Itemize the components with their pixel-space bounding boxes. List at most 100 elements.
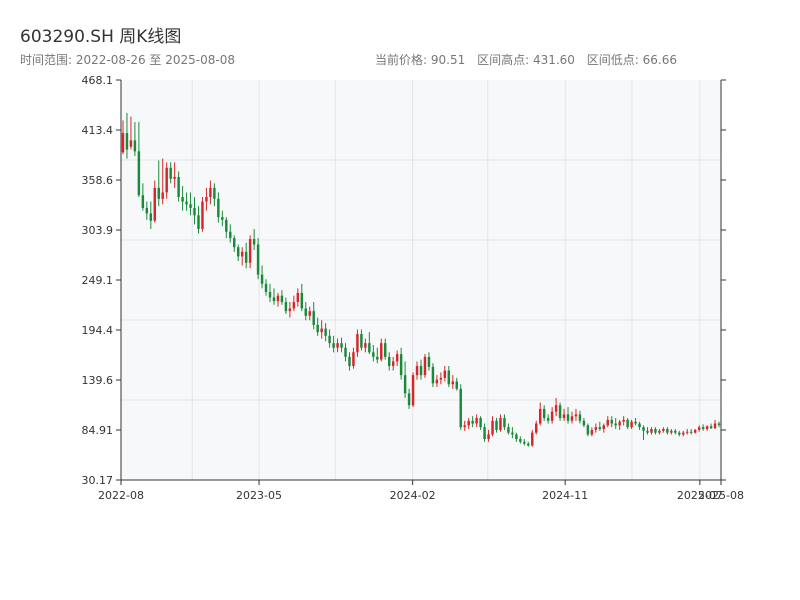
candle	[527, 441, 530, 447]
candle	[308, 306, 311, 321]
candle	[340, 337, 343, 353]
candle-body	[685, 431, 689, 433]
candle-body	[189, 204, 192, 208]
candle-body	[439, 377, 443, 380]
candle-body	[201, 201, 204, 229]
candle-body	[427, 356, 431, 367]
candle	[713, 419, 717, 430]
candle	[399, 347, 403, 380]
candle-body	[443, 370, 447, 378]
candle	[209, 180, 212, 205]
candle-body	[670, 430, 673, 433]
candle-body	[598, 427, 602, 430]
candle-body	[531, 432, 534, 446]
candle-body	[221, 217, 224, 220]
candle	[288, 302, 292, 318]
candle	[328, 329, 331, 348]
candle-body	[491, 420, 494, 435]
candle	[205, 187, 208, 211]
candle	[455, 377, 458, 391]
candle-body	[360, 334, 363, 348]
candle-body	[157, 187, 160, 199]
candle-body	[471, 420, 474, 424]
candle-body	[546, 418, 550, 421]
candle	[129, 116, 133, 150]
candle-body	[165, 167, 168, 193]
candle-body	[658, 430, 661, 433]
candle-body	[145, 207, 149, 214]
candle	[197, 206, 200, 234]
y-tick-label: 358.6	[82, 174, 114, 187]
candle-body	[304, 308, 307, 316]
candle-body	[197, 215, 200, 229]
candle	[614, 418, 617, 430]
candle-body	[622, 419, 625, 422]
candle-body	[296, 292, 300, 303]
candle-body	[284, 302, 288, 312]
candle-body	[697, 427, 701, 430]
candle-body	[264, 283, 268, 292]
candle	[479, 416, 482, 430]
candle-body	[149, 213, 153, 221]
candle	[372, 344, 375, 362]
candle	[360, 329, 363, 351]
range-high-text: 区间高点: 431.60	[477, 53, 575, 67]
candle	[475, 414, 478, 428]
candle-body	[487, 434, 490, 440]
candle	[189, 192, 192, 216]
candle-body	[268, 291, 272, 298]
candle-body	[717, 423, 721, 425]
candle-body	[662, 429, 665, 431]
candle	[356, 329, 359, 357]
candle	[558, 402, 562, 421]
y-tick-label: 30.17	[82, 474, 114, 487]
candle	[658, 429, 661, 435]
candle	[670, 429, 673, 435]
y-tick-label: 84.91	[82, 424, 114, 437]
candle	[662, 427, 665, 433]
candle	[598, 421, 602, 431]
candle-body	[515, 434, 518, 440]
chart-title: 603290.SH 周K线图	[20, 27, 182, 47]
candle-body	[252, 239, 256, 245]
candle	[348, 352, 351, 371]
candle	[523, 439, 526, 446]
candle	[693, 429, 697, 434]
candle-body	[395, 354, 399, 362]
candle	[177, 171, 180, 202]
candle	[618, 419, 621, 430]
candle-body	[240, 251, 244, 257]
candle	[459, 384, 462, 430]
candle	[717, 421, 721, 428]
x-tick-label: 2022-08	[98, 489, 144, 502]
candle	[316, 317, 319, 336]
candle-body	[447, 370, 451, 385]
range-low-text: 区间低点: 66.66	[586, 53, 677, 67]
candle	[634, 418, 637, 426]
candle	[165, 162, 168, 199]
candle-body	[324, 328, 327, 336]
candle	[376, 347, 379, 364]
candle-body	[419, 365, 423, 376]
candle-body	[535, 423, 538, 433]
candle	[503, 414, 506, 430]
candle	[415, 361, 419, 380]
candle	[439, 372, 443, 385]
candle-body	[550, 411, 554, 421]
candle	[193, 197, 196, 225]
candle-body	[185, 201, 188, 205]
candle-body	[177, 176, 180, 198]
candle	[554, 397, 558, 417]
candle-body	[682, 432, 685, 435]
candle-body	[582, 420, 586, 426]
candle	[709, 423, 713, 430]
candle-body	[348, 356, 351, 366]
candle	[689, 429, 693, 435]
candle-body	[384, 343, 387, 357]
candle-body	[511, 432, 514, 435]
candle-body	[380, 343, 383, 360]
candle	[364, 338, 367, 353]
candle-body	[125, 133, 129, 150]
candle	[121, 120, 125, 155]
candle	[391, 356, 395, 371]
